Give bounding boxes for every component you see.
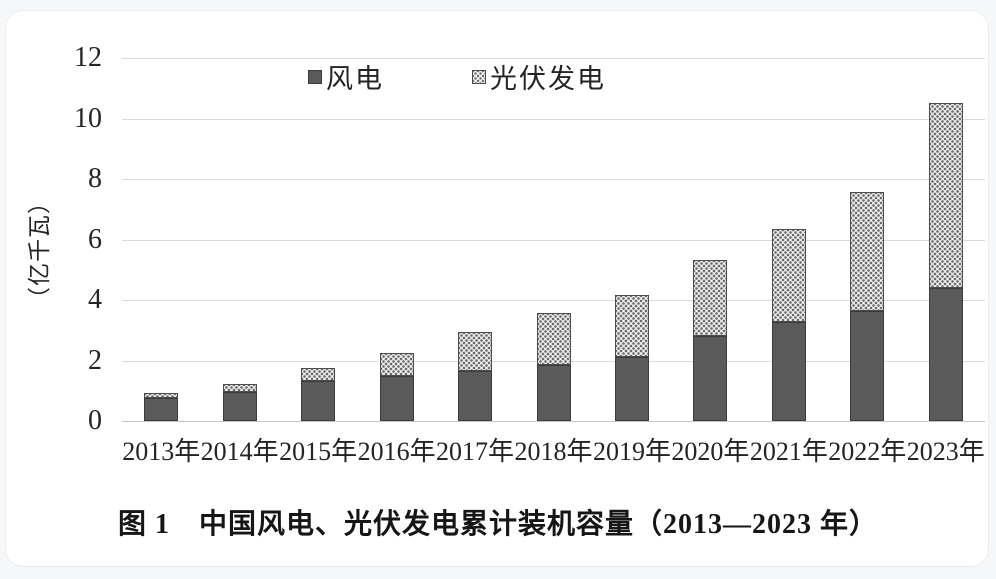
bar-segment-2017年-风电 [458, 371, 493, 421]
x-tick-label-2023年: 2023年 [906, 437, 985, 466]
bar-segment-2022年-光伏发电 [850, 191, 885, 311]
gridline-10 [122, 118, 985, 120]
bar-segment-2017年-光伏发电 [458, 332, 493, 372]
legend-label-solar: 光伏发电 [490, 64, 606, 94]
y-tick-label-12: 12 [74, 42, 102, 73]
y-tick-label-6: 6 [88, 223, 102, 255]
bar-segment-2021年-风电 [771, 321, 806, 421]
y-axis-title: （亿千瓦） [27, 190, 52, 310]
bar-segment-2019年-光伏发电 [614, 295, 649, 358]
figure-caption: 图 1 中国风电、光伏发电累计装机容量（2013—2023 年） [117, 509, 878, 540]
bar-segment-2020年-光伏发电 [693, 259, 728, 337]
wind-swatch-icon [308, 69, 322, 84]
bar-segment-2023年-风电 [928, 287, 963, 421]
bar-segment-2015年-风电 [301, 381, 336, 421]
bar-segment-2022年-风电 [850, 310, 885, 421]
figure-card [5, 10, 989, 567]
bar-segment-2015年-光伏发电 [301, 368, 336, 382]
bar-segment-2019年-风电 [614, 357, 649, 421]
legend-item-solar: 光伏发电 [472, 57, 606, 96]
y-tick-label-0: 0 [88, 405, 102, 436]
x-tick-label-2017年: 2017年 [436, 437, 515, 466]
bar-segment-2018年-风电 [536, 365, 571, 421]
y-tick-label-4: 4 [88, 284, 102, 315]
gridline-8 [122, 179, 985, 180]
bar-segment-2016年-光伏发电 [379, 352, 414, 376]
bar-segment-2021年-光伏发电 [771, 229, 806, 322]
x-tick-label-2019年: 2019年 [592, 437, 671, 466]
legend-item-wind: 风电 [308, 57, 384, 96]
bar-segment-2018年-光伏发电 [536, 312, 571, 366]
bar-segment-2016年-风电 [379, 375, 414, 421]
bar-segment-2014年-风电 [222, 391, 257, 421]
gridline-6 [122, 239, 985, 241]
x-tick-label-2020年: 2020年 [671, 437, 750, 466]
x-tick-label-2015年: 2015年 [279, 437, 358, 466]
chart-legend: 风电 光伏发电 [308, 57, 606, 96]
bar-segment-2013年-光伏发电 [144, 392, 179, 398]
bar-segment-2023年-光伏发电 [928, 103, 963, 288]
gridline-12 [122, 58, 985, 59]
bar-segment-2014年-光伏发电 [222, 384, 257, 392]
x-tick-label-2018年: 2018年 [514, 437, 593, 466]
y-tick-label-8: 8 [88, 163, 102, 194]
bar-segment-2020年-风电 [693, 336, 728, 421]
x-tick-label-2013年: 2013年 [122, 437, 201, 466]
legend-label-wind: 风电 [326, 64, 384, 94]
bar-segment-2013年-风电 [144, 397, 179, 421]
x-tick-label-2021年: 2021年 [749, 437, 828, 466]
x-tick-label-2022年: 2022年 [828, 437, 907, 466]
y-tick-label-10: 10 [74, 102, 102, 134]
x-tick-label-2016年: 2016年 [357, 437, 436, 466]
x-axis-line [122, 421, 985, 422]
solar-swatch-icon [472, 69, 486, 84]
y-tick-label-2: 2 [88, 344, 102, 376]
gridline-4 [122, 300, 985, 301]
x-tick-label-2014年: 2014年 [200, 437, 279, 466]
